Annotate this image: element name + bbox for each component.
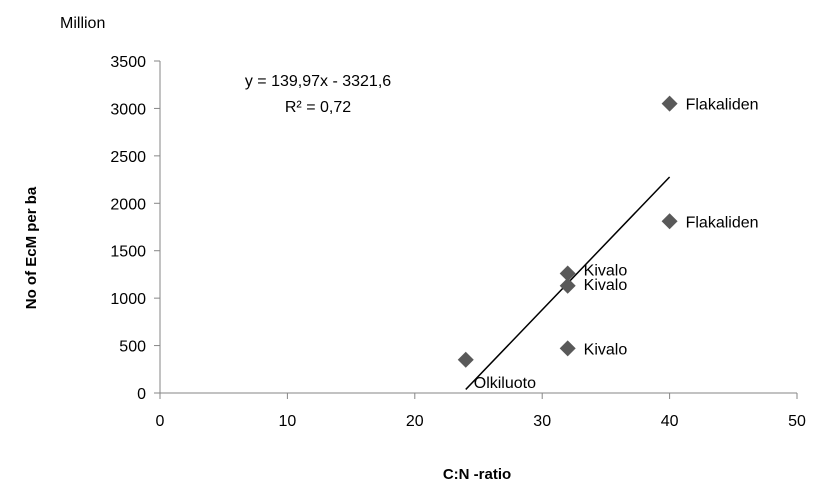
data-label: Kivalo (584, 277, 628, 294)
x-tick-label: 40 (661, 413, 679, 430)
data-point (661, 95, 678, 112)
y-tick-label: 1500 (110, 244, 146, 261)
x-tick-label: 0 (156, 413, 165, 430)
trendline-equation: y = 139,97x - 3321,6 (245, 73, 391, 90)
data-point (559, 265, 576, 282)
trendline-r-squared: R² = 0,72 (285, 99, 351, 116)
data-label: Olkiluoto (474, 375, 536, 392)
data-label: Kivalo (584, 262, 628, 279)
y-tick-label: 2500 (110, 149, 146, 166)
y-tick-label: 3000 (110, 101, 146, 118)
x-tick-label: 10 (279, 413, 297, 430)
x-tick-label: 20 (406, 413, 424, 430)
y-tick-label: 1000 (110, 291, 146, 308)
data-point (661, 213, 678, 230)
data-point (559, 340, 576, 357)
y-axis-title: No of EcM per ba (23, 186, 40, 309)
data-label: Kivalo (584, 341, 628, 358)
data-point (457, 351, 474, 368)
x-axis-title: C:N -ratio (443, 466, 511, 483)
y-tick-label: 2000 (110, 196, 146, 213)
data-point (559, 277, 576, 294)
data-label: Flakaliden (686, 214, 759, 231)
y-unit-label: Million (60, 15, 105, 32)
data-label: Flakaliden (686, 97, 759, 114)
y-tick-label: 500 (119, 339, 146, 356)
y-tick-label: 0 (137, 386, 146, 403)
y-tick-label: 3500 (110, 54, 146, 71)
x-tick-label: 50 (788, 413, 806, 430)
x-tick-label: 30 (533, 413, 551, 430)
